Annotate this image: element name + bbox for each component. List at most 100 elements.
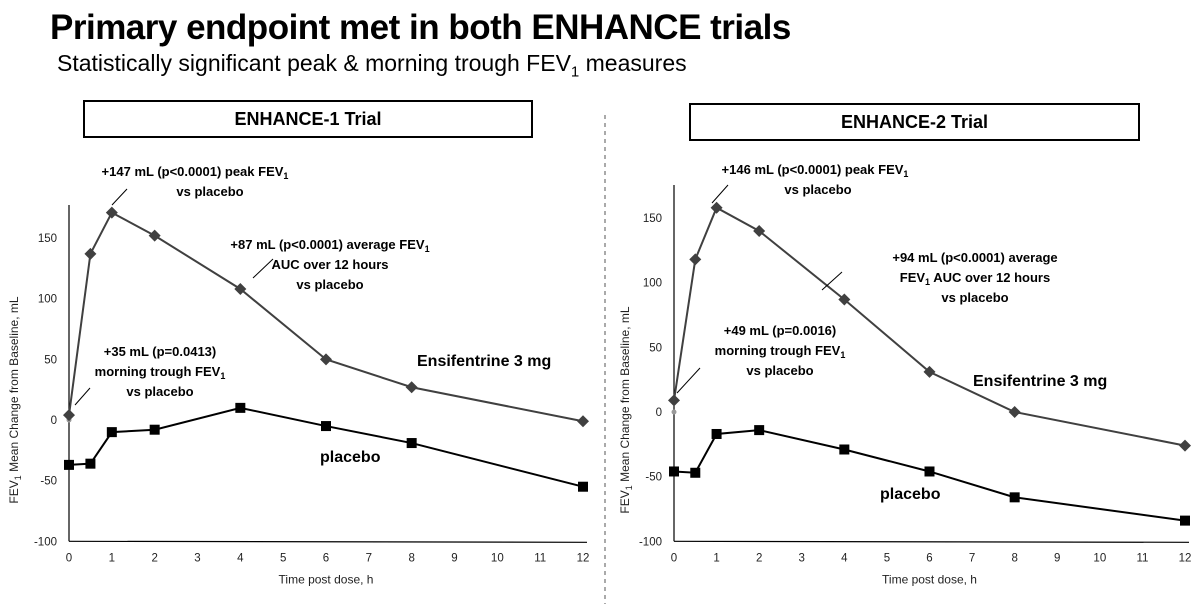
placebo-data-point — [754, 425, 765, 436]
annotation-text: morning trough FEV — [95, 364, 221, 379]
x-tick-label: 1 — [109, 552, 115, 564]
annotation: +94 mL (p<0.0001) average FEV1 AUC over 1… — [821, 250, 1058, 305]
annotation-subscript: 1 — [425, 244, 430, 254]
y-axis-label-subscript: 1 — [13, 475, 23, 480]
x-tick-label: 7 — [969, 552, 975, 564]
annotation: +35 mL (p=0.0413) morning trough FEV1 vs p… — [74, 344, 226, 406]
x-tick-label: 6 — [323, 552, 329, 564]
series-label-ensifentrine: Ensifentrine 3 mg — [417, 353, 551, 370]
placebo-data-point — [106, 427, 117, 438]
annotation-text: vs placebo — [784, 182, 851, 197]
annotation: +49 mL (p=0.0016) morning trough FEV1 vs p… — [676, 323, 846, 394]
annotation-text: +87 mL (p<0.0001) average FEV — [230, 237, 424, 252]
annotation-text: +147 mL (p<0.0001) peak FEV — [102, 164, 284, 179]
y-tick-label: 0 — [656, 407, 662, 419]
annotation-text: +146 mL (p<0.0001) peak FEV — [722, 162, 904, 177]
annotation-subscript: 1 — [283, 171, 288, 181]
x-axis — [68, 540, 588, 543]
placebo-data-point — [690, 467, 701, 478]
subtitle-subscript: 1 — [570, 63, 580, 81]
annotation-line: vs placebo — [296, 277, 363, 292]
annotation-line: +146 mL (p<0.0001) peak FEV1 — [722, 162, 909, 179]
x-tick-label: 2 — [756, 552, 762, 564]
y-tick-label: 150 — [38, 233, 57, 245]
annotation-line: vs placebo — [746, 363, 813, 378]
annotation-line: +87 mL (p<0.0001) average FEV1 — [230, 237, 429, 254]
annotation-line: FEV1 AUC over 12 hours — [900, 270, 1050, 287]
x-tick-label: 0 — [66, 552, 72, 564]
y-tick-label: 100 — [643, 278, 662, 290]
annotation-subscript: 1 — [925, 277, 930, 287]
ensifentrine-data-point — [753, 224, 766, 237]
annotation-text: +49 mL (p=0.0016) — [724, 323, 837, 338]
ensifentrine-data-point — [1008, 406, 1021, 418]
x-tick-label: 4 — [841, 552, 848, 564]
y-tick-label: 50 — [44, 354, 57, 366]
y-axis-label-text: FEV — [7, 480, 21, 503]
annotation-leader-line — [111, 188, 128, 206]
series-label-placebo: placebo — [320, 449, 381, 466]
x-tick-label: 0 — [671, 552, 677, 564]
x-tick-label: 11 — [534, 552, 546, 564]
placebo-data-point — [1009, 492, 1020, 503]
placebo-data-point — [235, 402, 246, 413]
annotation-leader-line — [821, 271, 843, 291]
ensifentrine-data-point — [105, 206, 118, 219]
y-tick-label: 0 — [51, 415, 57, 427]
x-tick-label: 12 — [577, 552, 590, 564]
x-tick-label: 12 — [1179, 552, 1192, 564]
annotation-text: vs placebo — [941, 290, 1008, 305]
x-tick-label: 2 — [151, 552, 157, 564]
placebo-data-point — [321, 421, 331, 432]
annotation-leader-line — [676, 367, 701, 394]
annotation-text: AUC over 12 hours — [271, 257, 388, 272]
x-tick-label: 3 — [799, 552, 805, 564]
y-tick-label: -100 — [34, 536, 57, 548]
annotation-text: +35 mL (p=0.0413) — [104, 344, 217, 359]
x-axis — [673, 540, 1190, 543]
x-tick-label: 10 — [491, 552, 504, 564]
annotation-line: morning trough FEV1 — [95, 364, 226, 381]
annotation: +87 mL (p<0.0001) average FEV1 AUC over 1… — [230, 237, 429, 292]
annotation-subscript: 1 — [220, 371, 225, 381]
y-axis-label-text-end: Mean Change from Baseline, mL — [7, 296, 21, 475]
annotation-line: +147 mL (p<0.0001) peak FEV1 — [102, 164, 289, 181]
x-tick-label: 11 — [1136, 552, 1148, 564]
ensifentrine-data-point — [320, 353, 332, 366]
trial-1-title-box: ENHANCE-1 Trial — [83, 100, 533, 138]
annotation-line: +49 mL (p=0.0016) — [724, 323, 837, 338]
placebo-data-point — [669, 466, 679, 477]
y-tick-label: 100 — [38, 294, 57, 306]
x-tick-label: 6 — [926, 552, 932, 564]
x-tick-label: 3 — [194, 552, 200, 564]
annotation-line: AUC over 12 hours — [271, 257, 388, 272]
ensifentrine-data-point — [668, 394, 680, 407]
y-tick-label: -50 — [40, 476, 57, 488]
series-label-placebo: placebo — [880, 486, 941, 503]
x-axis-label: Time post dose, h — [279, 572, 374, 586]
x-tick-label: 4 — [237, 552, 244, 564]
annotation-line: vs placebo — [176, 184, 243, 199]
y-tick-label: -100 — [639, 536, 662, 548]
annotation-line: vs placebo — [941, 290, 1008, 305]
y-tick-label: -50 — [645, 472, 662, 484]
x-tick-label: 8 — [1011, 552, 1017, 564]
annotation-line: morning trough FEV1 — [715, 343, 846, 360]
trial-2-title-box: ENHANCE-2 Trial — [689, 103, 1140, 141]
placebo-data-point — [711, 428, 722, 439]
annotation-text: vs placebo — [176, 184, 243, 199]
annotation-leader-line — [711, 184, 729, 204]
x-tick-label: 9 — [451, 552, 457, 564]
annotation-text-end: AUC over 12 hours — [930, 270, 1050, 285]
y-axis-label-text-end: Mean Change from Baseline, mL — [618, 306, 632, 485]
placebo-data-point — [839, 444, 850, 455]
y-tick-label: 50 — [649, 342, 662, 354]
x-tick-label: 10 — [1093, 552, 1106, 564]
ensifentrine-data-point — [405, 381, 418, 394]
annotation-leader-line — [74, 387, 91, 406]
ensifentrine-data-point — [577, 415, 589, 428]
x-tick-label: 5 — [280, 552, 286, 564]
annotation-line: +35 mL (p=0.0413) — [104, 344, 217, 359]
